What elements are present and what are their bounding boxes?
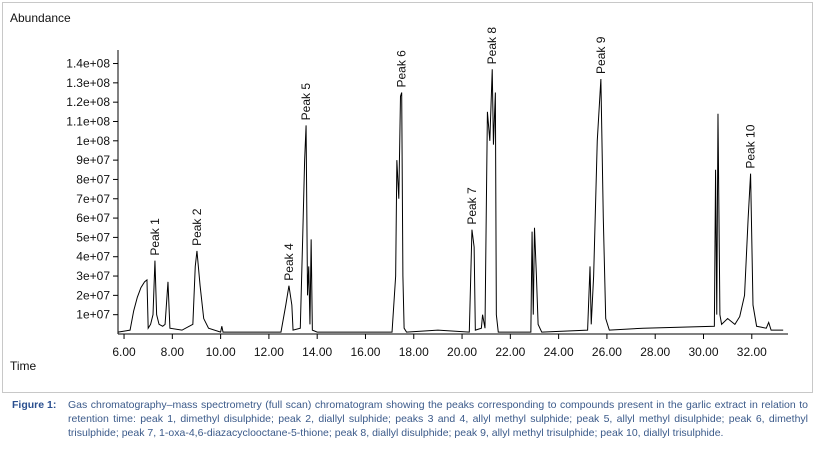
peak-label: Peak 5 [299, 83, 313, 121]
peak-label: Peak 6 [395, 50, 409, 88]
y-tick-label: 1e+08 [76, 134, 110, 148]
x-tick-label: 30.00 [688, 345, 718, 359]
peak-label: Peak 4 [282, 243, 296, 281]
y-tick-label: 7e+07 [76, 192, 110, 206]
x-tick-label: 6.00 [112, 345, 136, 359]
y-tick-label: 1.3e+08 [66, 76, 110, 90]
y-tick-label: 3e+07 [76, 269, 110, 283]
x-tick-label: 14.00 [302, 345, 332, 359]
x-axis-label: Time [10, 359, 37, 373]
x-tick-label: 28.00 [640, 345, 670, 359]
x-tick-label: 10.00 [206, 345, 236, 359]
caption-label: Figure 1: [12, 399, 57, 411]
x-tick-label: 32.00 [737, 345, 767, 359]
y-tick-label: 5e+07 [76, 230, 110, 244]
y-tick-label: 2e+07 [76, 288, 110, 302]
y-tick-label: 1.1e+08 [66, 114, 110, 128]
peak-label: Peak 9 [594, 36, 608, 74]
y-tick-label: 6e+07 [76, 211, 110, 225]
y-tick-label: 1.4e+08 [66, 57, 110, 71]
x-tick-label: 18.00 [399, 345, 429, 359]
x-tick-label: 16.00 [350, 345, 380, 359]
x-tick-label: 24.00 [544, 345, 574, 359]
chart: Abundance Time 1e+07 2e+07 3e+07 4e+07 5e+07… [10, 11, 788, 373]
peak-label: Peak 2 [190, 208, 204, 246]
peak-label: Peak 1 [148, 218, 162, 256]
y-tick-label: 8e+07 [76, 172, 110, 186]
y-tick-label: 4e+07 [76, 250, 110, 264]
caption-text: Gas chromatography–mass spectrometry (fu… [68, 399, 808, 439]
caption: Figure 1: Gas chromatography–mass spectr… [12, 398, 808, 440]
y-tick-label: 1e+07 [76, 308, 110, 322]
y-axis-label: Abundance [10, 11, 71, 25]
peak-label: Peak 8 [485, 27, 499, 65]
chromatogram-line [117, 69, 784, 333]
x-tick-label: 26.00 [592, 345, 622, 359]
peak-label: Peak 10 [744, 124, 758, 168]
y-tick-label: 1.2e+08 [66, 95, 110, 109]
peak-label: Peak 7 [465, 187, 479, 225]
y-tick-label: 9e+07 [76, 153, 110, 167]
x-tick-label: 8.00 [161, 345, 185, 359]
chart-frame [2, 2, 813, 393]
x-tick-label: 20.00 [447, 345, 477, 359]
x-tick-label: 12.00 [254, 345, 284, 359]
x-tick-label: 22.00 [495, 345, 525, 359]
